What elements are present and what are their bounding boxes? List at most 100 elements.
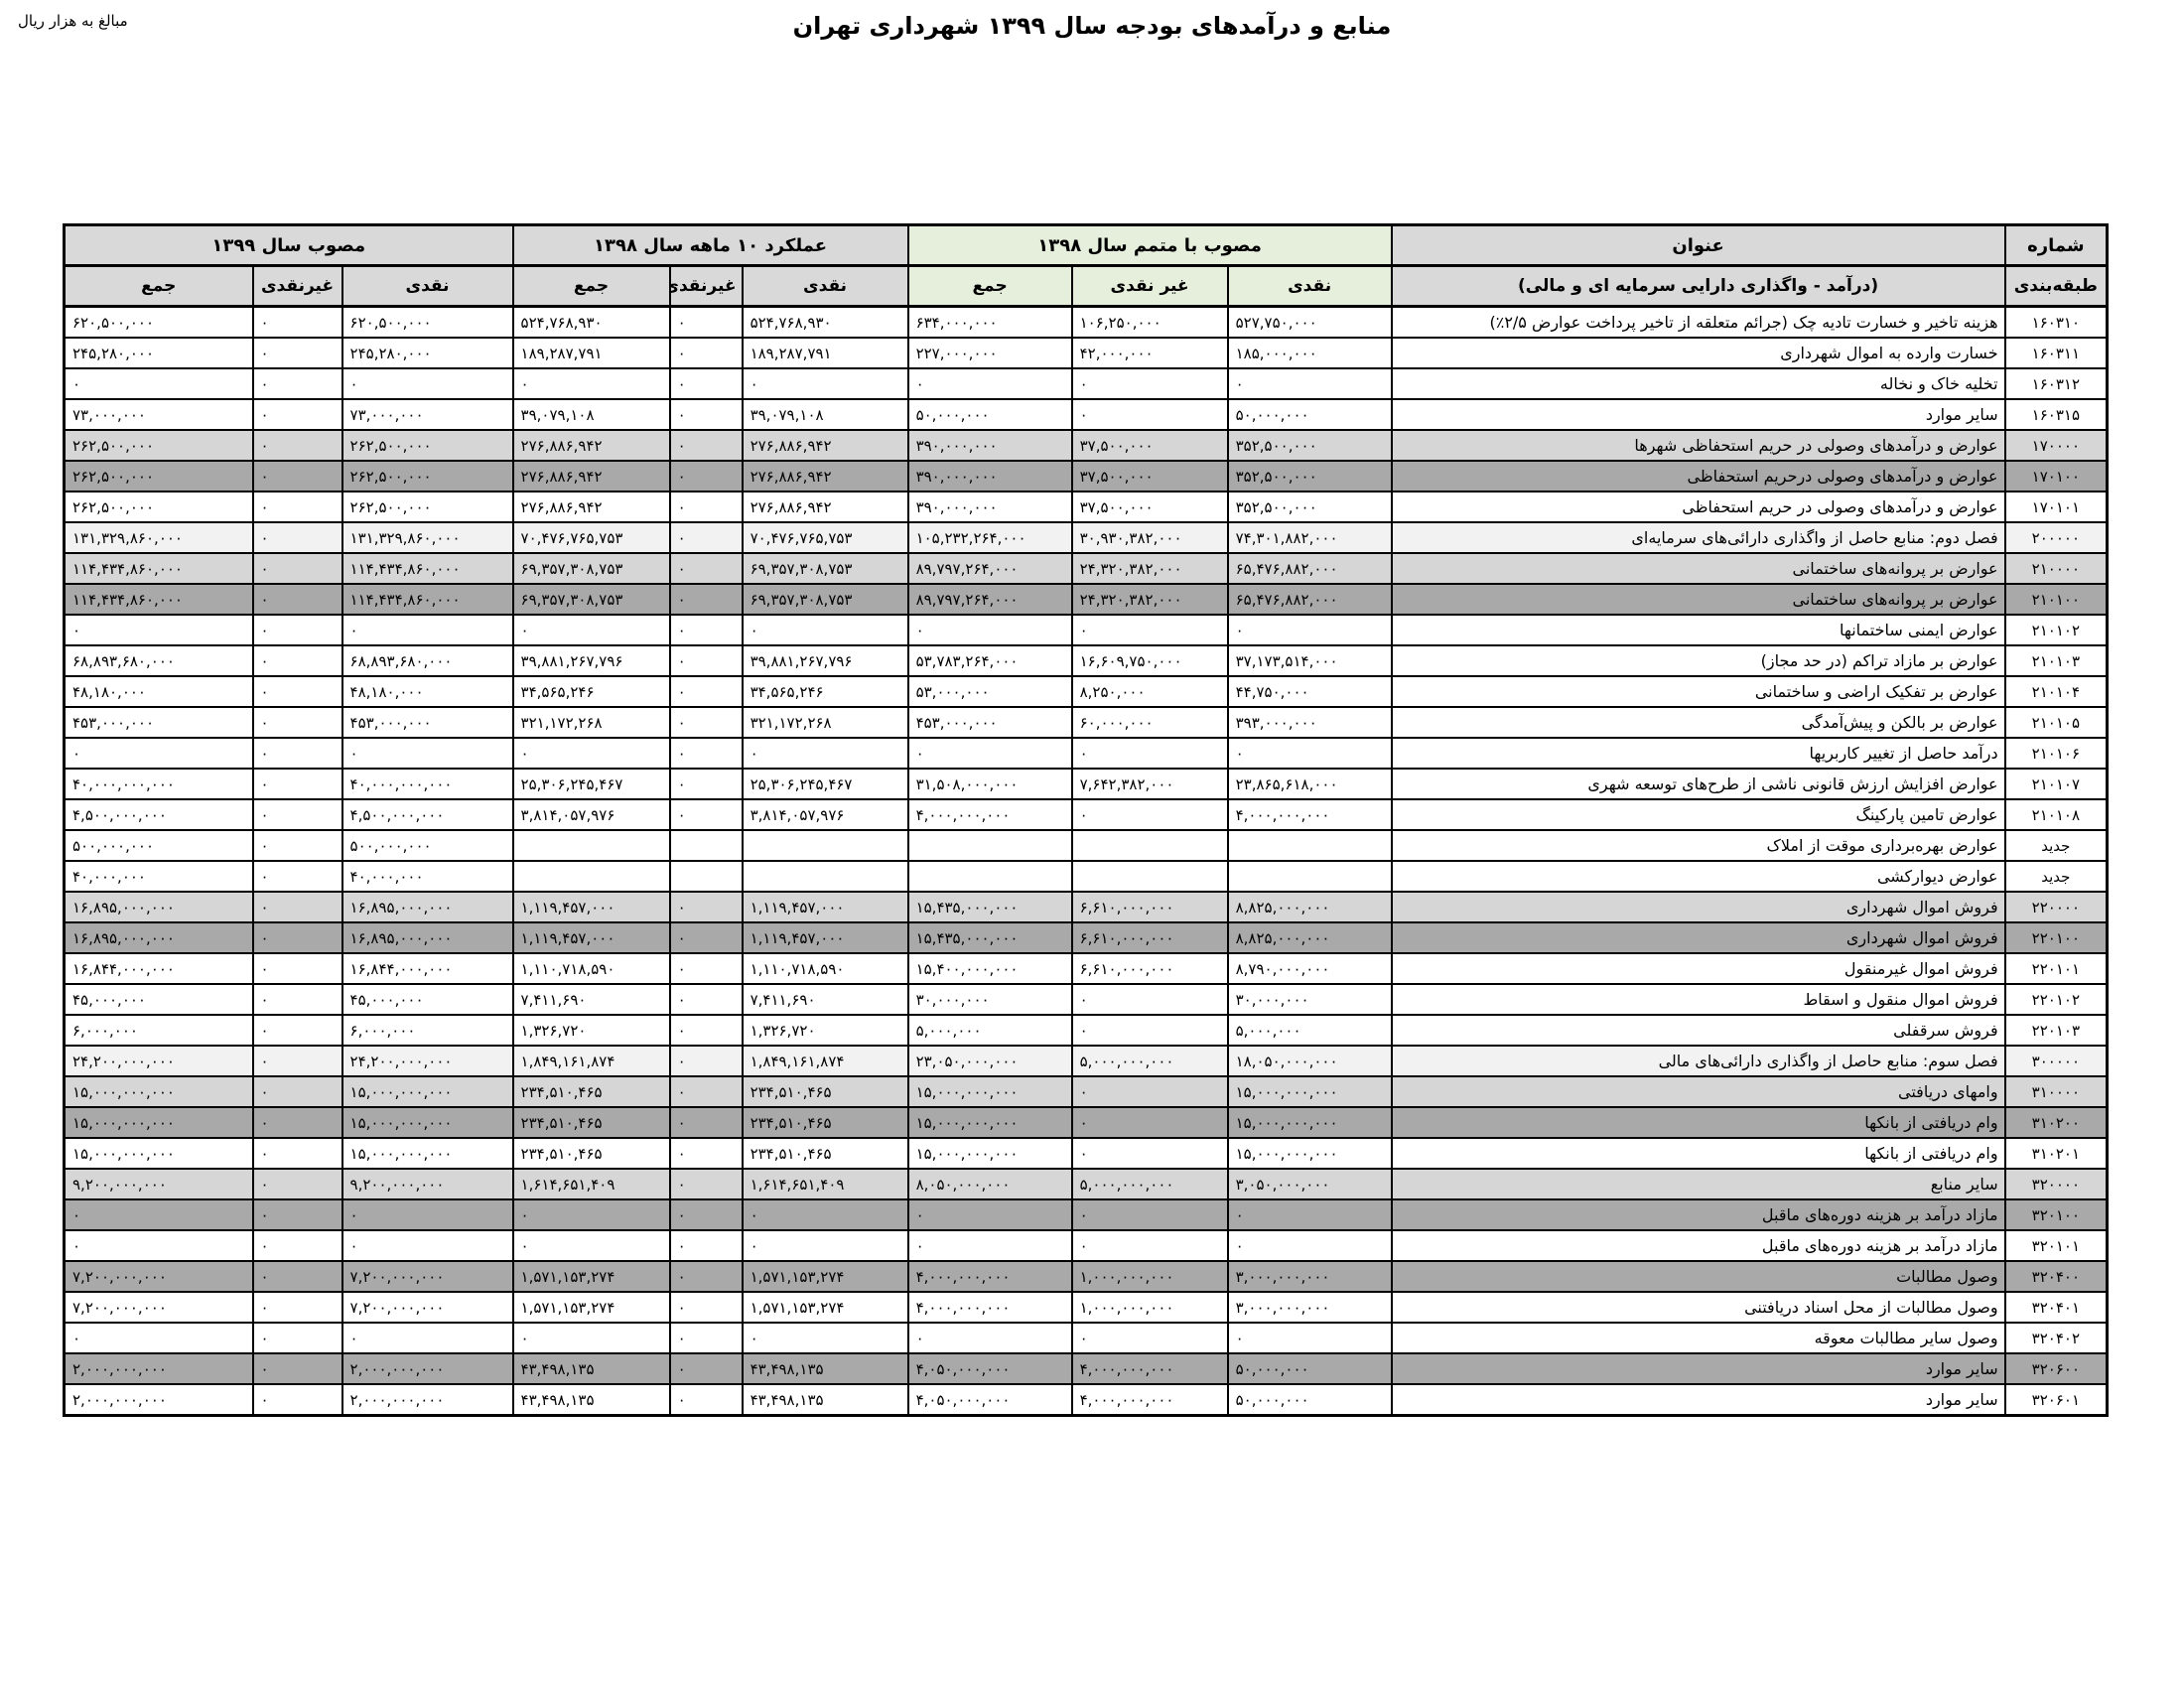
code-cell: ۳۲۰۶۰۰ (2003, 1352, 2109, 1385)
code-cell: ۲۲۰۰۰۰ (2003, 891, 2109, 923)
amount-cell-perf-noncash: ۰ (668, 706, 744, 739)
col-header-supp-cash: نقدی (1226, 264, 1393, 308)
amount-cell-supp-cash: ۳۵۲,۵۰۰,۰۰۰ (1226, 491, 1393, 523)
amount-cell-1399-noncash: ۰ (251, 737, 343, 770)
amount-cell-supp-total: ۰ (906, 367, 1073, 400)
amount-cell-supp-total: ۱۵,۰۰۰,۰۰۰,۰۰۰ (906, 1075, 1073, 1108)
amount-cell-1399-cash: ۷۳,۰۰۰,۰۰۰ (341, 398, 514, 431)
amount-cell-supp-cash: ۱۸,۰۵۰,۰۰۰,۰۰۰ (1226, 1045, 1393, 1077)
amount-cell-supp-noncash: ۱۰۶,۲۵۰,۰۰۰ (1070, 305, 1229, 339)
amount-cell-perf-noncash: ۰ (668, 614, 744, 646)
amount-cell-1399-cash: ۴۰,۰۰۰,۰۰۰ (341, 860, 514, 893)
amount-cell-1399-noncash: ۰ (251, 644, 343, 677)
amount-cell-perf-noncash: ۰ (668, 1322, 744, 1354)
amount-cell-1399-cash: ۰ (341, 1322, 514, 1354)
code-cell: ۱۶۰۳۱۲ (2003, 367, 2109, 400)
amount-cell-perf-cash: ۱,۳۲۶,۷۲۰ (741, 1014, 909, 1047)
code-header: شماره (2003, 223, 2109, 267)
amount-cell-perf-cash: ۰ (741, 1198, 909, 1231)
code-cell: ۳۰۰۰۰۰ (2003, 1045, 2109, 1077)
amount-cell-supp-total: ۰ (906, 1198, 1073, 1231)
title-cell: فصل دوم: منابع حاصل از واگذاری دارائی‌ها… (1390, 521, 2006, 554)
amount-cell-1399-cash: ۲,۰۰۰,۰۰۰,۰۰۰ (341, 1383, 514, 1417)
amount-cell-1399-total: ۵۰۰,۰۰۰,۰۰۰ (63, 829, 254, 862)
amount-cell-perf-total: ۷۰,۴۷۶,۷۶۵,۷۵۳ (511, 521, 671, 554)
amount-cell-1399-total: ۴۰,۰۰۰,۰۰۰ (63, 860, 254, 893)
amount-cell-1399-noncash: ۰ (251, 891, 343, 923)
title-cell: وصول سایر مطالبات معوقه (1390, 1322, 2006, 1354)
amount-cell-supp-noncash: ۱۶,۶۰۹,۷۵۰,۰۰۰ (1070, 644, 1229, 677)
amount-cell-perf-cash: ۱,۱۱۹,۴۵۷,۰۰۰ (741, 921, 909, 954)
amount-cell-supp-total: ۴,۰۰۰,۰۰۰,۰۰۰ (906, 798, 1073, 831)
amount-cell-1399-cash: ۷,۲۰۰,۰۰۰,۰۰۰ (341, 1260, 514, 1293)
amount-cell-supp-noncash: ۶,۶۱۰,۰۰۰,۰۰۰ (1070, 952, 1229, 985)
page-title: منابع و درآمدهای بودجه سال ۱۳۹۹ شهرداری … (792, 12, 1392, 40)
amount-cell-1399-total: ۰ (63, 1322, 254, 1354)
table-row: ۲۱۰۱۰۳ عوارض بر مازاد تراکم (در حد مجاز) ۳… (63, 644, 2109, 677)
amount-cell-perf-noncash: ۰ (668, 1014, 744, 1047)
title-cell: عوارض بر بالکن و پیش‌آمدگی (1390, 706, 2006, 739)
amount-cell-perf-cash: ۱,۵۷۱,۱۵۳,۲۷۴ (741, 1260, 909, 1293)
code-cell: ۲۱۰۱۰۲ (2003, 614, 2109, 646)
amount-cell-supp-total: ۴,۰۰۰,۰۰۰,۰۰۰ (906, 1291, 1073, 1324)
amount-cell-1399-total: ۰ (63, 1198, 254, 1231)
amount-cell-perf-total: ۲۳۴,۵۱۰,۴۶۵ (511, 1075, 671, 1108)
amount-cell-1399-total: ۴,۵۰۰,۰۰۰,۰۰۰ (63, 798, 254, 831)
amount-cell-1399-noncash: ۰ (251, 1352, 343, 1385)
amount-cell-perf-cash: ۳۹,۰۷۹,۱۰۸ (741, 398, 909, 431)
amount-cell-supp-total: ۵,۰۰۰,۰۰۰ (906, 1014, 1073, 1047)
amount-cell-supp-cash: ۳,۰۵۰,۰۰۰,۰۰۰ (1226, 1168, 1393, 1200)
code-cell: جدید (2003, 829, 2109, 862)
amount-cell-perf-cash (741, 860, 909, 893)
amount-cell-1399-noncash: ۰ (251, 1229, 343, 1262)
code-cell: ۳۲۰۱۰۰ (2003, 1198, 2109, 1231)
amount-cell-supp-cash: ۳۰,۰۰۰,۰۰۰ (1226, 983, 1393, 1016)
code-cell: ۲۲۰۱۰۳ (2003, 1014, 2109, 1047)
amount-cell-supp-noncash (1070, 860, 1229, 893)
amount-cell-perf-noncash (668, 829, 744, 862)
amount-cell-perf-cash: ۰ (741, 737, 909, 770)
code-cell: ۲۱۰۱۰۰ (2003, 583, 2109, 616)
table-row: ۱۷۰۱۰۱ عوارض و درآمدهای وصولی در حریم است… (63, 491, 2109, 523)
title-cell: سایر منابع (1390, 1168, 2006, 1200)
table-row: ۱۷۰۱۰۰ عوارض و درآمدهای وصولی درحریم استح… (63, 460, 2109, 492)
amount-cell-perf-total: ۰ (511, 367, 671, 400)
code-cell: ۲۱۰۱۰۵ (2003, 706, 2109, 739)
amount-cell-perf-total: ۲۵,۳۰۶,۲۴۵,۴۶۷ (511, 768, 671, 800)
code-cell: ۲۲۰۱۰۱ (2003, 952, 2109, 985)
title-cell: فروش اموال منقول و اسقاط (1390, 983, 2006, 1016)
amount-cell-perf-total: ۶۹,۳۵۷,۳۰۸,۷۵۳ (511, 583, 671, 616)
amount-cell-1399-total: ۶۲۰,۵۰۰,۰۰۰ (63, 305, 254, 339)
title-cell: هزینه تاخیر و خسارت تادیه چک (جرائم متعل… (1390, 305, 2006, 339)
amount-cell-1399-cash: ۱۵,۰۰۰,۰۰۰,۰۰۰ (341, 1137, 514, 1170)
table-row: ۳۲۰۶۰۱ سایر موارد ۵۰,۰۰۰,۰۰۰ ۴,۰۰۰,۰۰۰,۰۰۰ ۴… (63, 1383, 2109, 1417)
title-cell: وامهای دریافتی (1390, 1075, 2006, 1108)
amount-cell-perf-cash: ۰ (741, 614, 909, 646)
amount-cell-1399-cash: ۶۸,۸۹۳,۶۸۰,۰۰۰ (341, 644, 514, 677)
amount-cell-supp-noncash: ۶۰,۰۰۰,۰۰۰ (1070, 706, 1229, 739)
amount-cell-perf-noncash: ۰ (668, 675, 744, 708)
amount-cell-supp-total: ۸,۰۵۰,۰۰۰,۰۰۰ (906, 1168, 1073, 1200)
col-header-1399-total: جمع (63, 264, 254, 308)
amount-cell-1399-total: ۰ (63, 737, 254, 770)
amount-cell-perf-total: ۲۳۴,۵۱۰,۴۶۵ (511, 1137, 671, 1170)
code-cell: ۱۶۰۳۱۰ (2003, 305, 2109, 339)
amount-cell-supp-cash: ۸,۸۲۵,۰۰۰,۰۰۰ (1226, 891, 1393, 923)
amount-cell-1399-cash: ۰ (341, 367, 514, 400)
amount-cell-perf-noncash: ۰ (668, 1229, 744, 1262)
amount-cell-perf-total: ۳۲۱,۱۷۲,۲۶۸ (511, 706, 671, 739)
amount-cell-supp-noncash: ۰ (1070, 1014, 1229, 1047)
col-header-perf-total: جمع (511, 264, 671, 308)
amount-cell-supp-total: ۰ (906, 1229, 1073, 1262)
amount-cell-1399-noncash: ۰ (251, 952, 343, 985)
amount-cell-1399-total: ۷۳,۰۰۰,۰۰۰ (63, 398, 254, 431)
amount-cell-1399-noncash: ۰ (251, 1291, 343, 1324)
amount-cell-1399-total: ۷,۲۰۰,۰۰۰,۰۰۰ (63, 1260, 254, 1293)
amount-cell-perf-cash: ۴۳,۴۹۸,۱۳۵ (741, 1352, 909, 1385)
title-cell: مازاد درآمد بر هزینه دوره‌های ماقبل (1390, 1198, 2006, 1231)
title-cell: عوارض بر پروانه‌های ساختمانی (1390, 583, 2006, 616)
amount-cell-supp-total: ۴۵۳,۰۰۰,۰۰۰ (906, 706, 1073, 739)
table-row: ۲۰۰۰۰۰ فصل دوم: منابع حاصل از واگذاری دار… (63, 521, 2109, 554)
amount-cell-1399-total: ۴۰,۰۰۰,۰۰۰,۰۰۰ (63, 768, 254, 800)
amount-cell-1399-noncash: ۰ (251, 367, 343, 400)
